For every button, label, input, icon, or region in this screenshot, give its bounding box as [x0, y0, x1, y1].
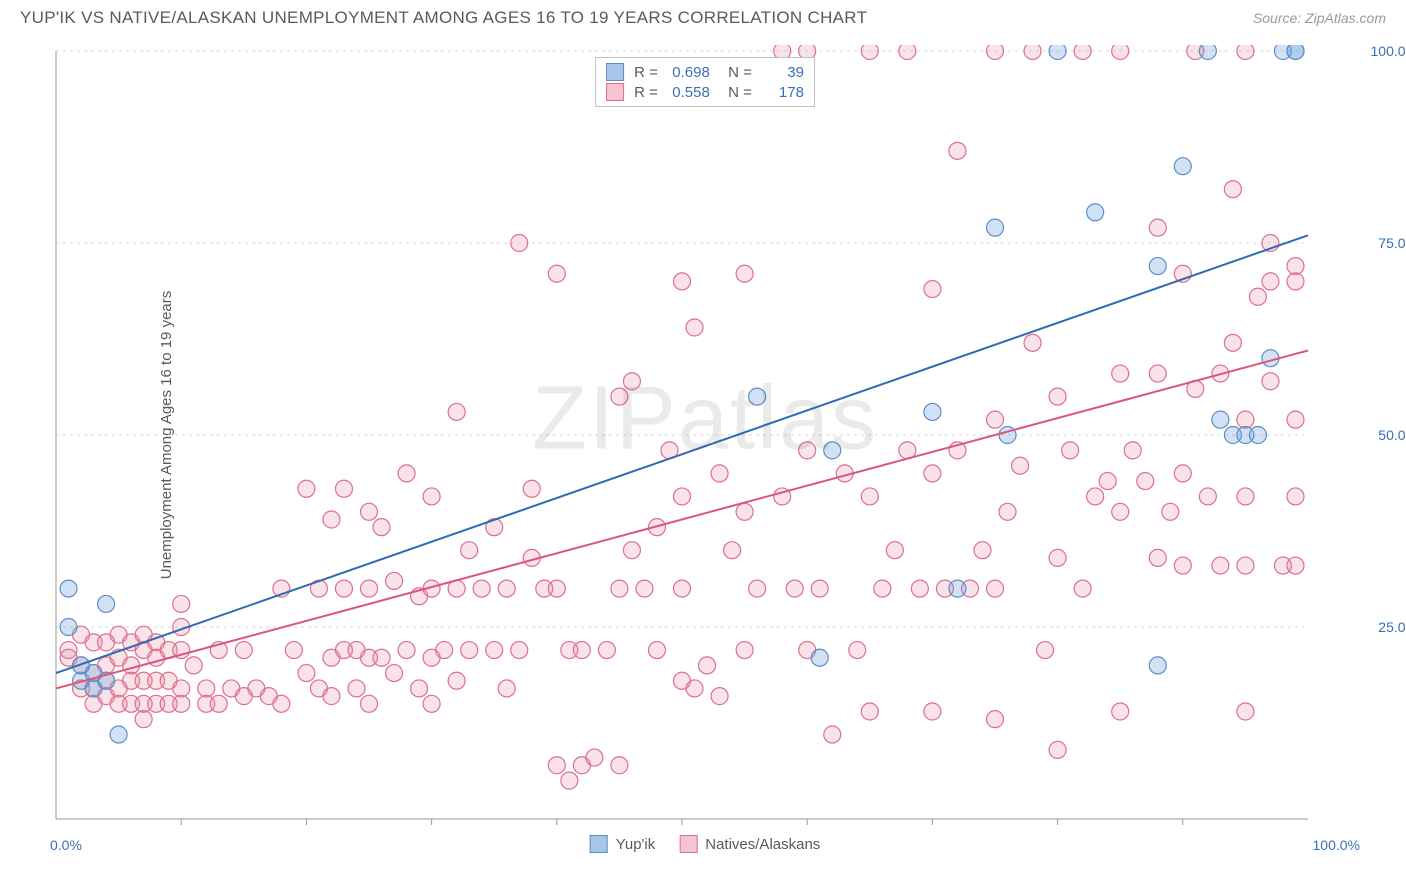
- legend-r-value: 0.698: [664, 64, 710, 81]
- y-tick-label: 100.0%: [1371, 43, 1406, 59]
- legend-r-label: R =: [634, 84, 658, 101]
- legend-n-value: 39: [758, 64, 804, 81]
- scatter-plot: [50, 45, 1360, 825]
- series-legend-item: Natives/Alaskans: [679, 835, 820, 853]
- legend-swatch: [679, 835, 697, 853]
- legend-n-label: N =: [720, 64, 752, 81]
- x-axis-max-label: 100.0%: [1313, 837, 1360, 853]
- legend-swatch: [590, 835, 608, 853]
- legend-swatch: [606, 83, 624, 101]
- series-legend-item: Yup'ik: [590, 835, 656, 853]
- source-attribution: Source: ZipAtlas.com: [1253, 10, 1386, 26]
- legend-label: Yup'ik: [616, 836, 656, 853]
- y-tick-label: 50.0%: [1378, 427, 1406, 443]
- legend-label: Natives/Alaskans: [705, 836, 820, 853]
- chart-header: YUP'IK VS NATIVE/ALASKAN UNEMPLOYMENT AM…: [0, 0, 1406, 32]
- correlation-legend-row: R = 0.558 N = 178: [606, 82, 804, 102]
- y-tick-label: 25.0%: [1378, 619, 1406, 635]
- legend-r-value: 0.558: [664, 84, 710, 101]
- correlation-legend-row: R = 0.698 N = 39: [606, 62, 804, 82]
- series-legend: Yup'ik Natives/Alaskans: [590, 835, 821, 853]
- legend-r-label: R =: [634, 64, 658, 81]
- x-axis-min-label: 0.0%: [50, 837, 82, 853]
- correlation-legend: R = 0.698 N = 39 R = 0.558 N = 178: [595, 57, 815, 107]
- page-title: YUP'IK VS NATIVE/ALASKAN UNEMPLOYMENT AM…: [20, 8, 867, 28]
- y-tick-label: 75.0%: [1378, 235, 1406, 251]
- legend-swatch: [606, 63, 624, 81]
- legend-n-value: 178: [758, 84, 804, 101]
- chart-area: Unemployment Among Ages 16 to 19 years Z…: [50, 45, 1360, 825]
- legend-n-label: N =: [720, 84, 752, 101]
